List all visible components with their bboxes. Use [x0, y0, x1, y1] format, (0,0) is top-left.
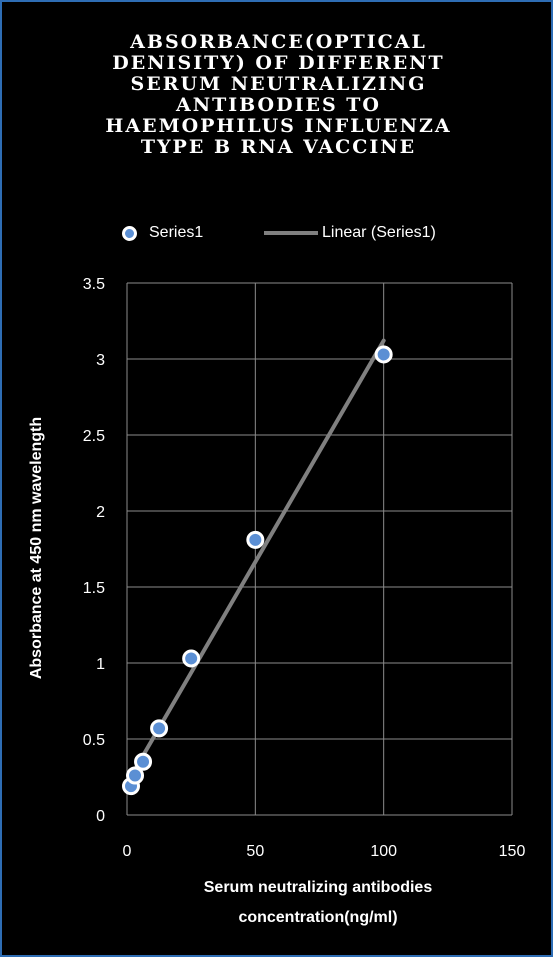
x-axis-title-line-1: Serum neutralizing antibodies: [204, 879, 433, 896]
x-tick-label: 50: [246, 843, 264, 860]
chart-title-line: ABSORBANCE(OPTICAL: [130, 31, 427, 53]
circle-marker-icon: [122, 225, 137, 241]
chart-title-line: HAEMOPHILUS INFLUENZA: [105, 115, 452, 137]
x-tick-label: 0: [123, 843, 132, 860]
y-tick-labels: 0 0.5 1 1.5 2 2.5 3 3.5: [83, 276, 105, 825]
chart-title-line: SERUM NEUTRALIZING: [130, 73, 427, 95]
legend: Series1 Linear (Series1): [2, 218, 553, 248]
data-point: [246, 530, 265, 549]
y-tick-label: 0.5: [83, 732, 105, 749]
trendline: [129, 338, 386, 779]
x-axis-title-line-2: concentration(ng/ml): [238, 909, 397, 926]
data-point: [126, 766, 145, 785]
x-tick-label: 100: [370, 843, 397, 860]
legend-label-series1: Series1: [149, 224, 204, 241]
data-point: [134, 752, 153, 771]
y-tick-label: 2.5: [83, 428, 105, 445]
chart-title-line: DENISITY) OF DIFFERENT: [112, 52, 445, 74]
y-tick-label: 1.5: [83, 580, 105, 597]
data-point: [374, 345, 393, 364]
y-tick-label: 0: [96, 808, 105, 825]
x-tick-labels: 0 50 100 150: [123, 843, 526, 860]
data-point: [150, 719, 169, 738]
legend-item-trendline: Linear (Series1): [264, 218, 436, 248]
y-tick-label: 1: [96, 656, 105, 673]
data-point: [182, 649, 201, 668]
gridlines: [126, 282, 513, 816]
y-tick-label: 3.5: [83, 276, 105, 293]
chart-title-line: ANTIBODIES TO: [176, 94, 381, 116]
y-tick-label: 2: [96, 504, 105, 521]
data-points: [122, 345, 393, 796]
axis-titles: Absorbance at 450 nm wavelength Serum ne…: [28, 417, 432, 926]
chart-title: ABSORBANCE(OPTICAL DENISITY) OF DIFFEREN…: [22, 32, 535, 158]
legend-item-series1: Series1: [122, 218, 203, 248]
legend-label-trendline: Linear (Series1): [322, 224, 436, 241]
trendline-group: [129, 338, 386, 779]
y-axis-title: Absorbance at 450 nm wavelength: [28, 417, 45, 679]
x-tick-label: 150: [499, 843, 526, 860]
y-tick-label: 3: [96, 352, 105, 369]
chart-title-line: TYPE B RNA VACCINE: [140, 136, 417, 158]
line-marker-icon: [264, 231, 318, 235]
